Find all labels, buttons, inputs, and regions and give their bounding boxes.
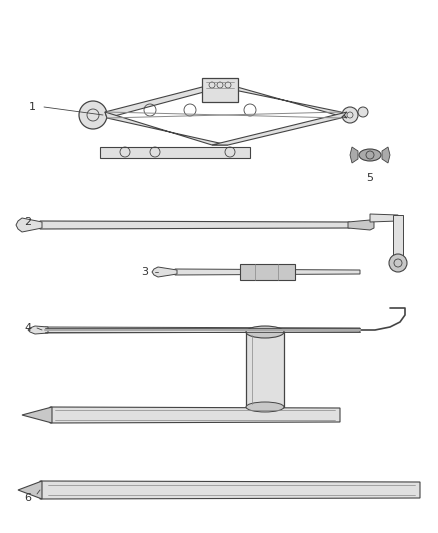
Ellipse shape	[359, 149, 381, 161]
Circle shape	[79, 101, 107, 129]
Polygon shape	[240, 264, 295, 280]
Polygon shape	[16, 218, 42, 232]
Polygon shape	[175, 269, 360, 275]
Polygon shape	[28, 326, 48, 334]
Polygon shape	[105, 85, 230, 118]
Polygon shape	[105, 112, 228, 145]
Polygon shape	[45, 327, 360, 333]
Circle shape	[342, 107, 358, 123]
Text: 4: 4	[25, 323, 32, 333]
Polygon shape	[382, 147, 390, 163]
Polygon shape	[202, 78, 238, 102]
Polygon shape	[100, 147, 250, 158]
Text: 5: 5	[367, 173, 374, 183]
Polygon shape	[40, 481, 420, 499]
Ellipse shape	[246, 326, 284, 338]
Polygon shape	[50, 407, 340, 423]
Text: 2: 2	[25, 217, 32, 227]
Circle shape	[389, 254, 407, 272]
Text: 6: 6	[25, 493, 32, 503]
Polygon shape	[22, 407, 52, 423]
Polygon shape	[212, 112, 347, 145]
Polygon shape	[246, 332, 284, 407]
Polygon shape	[18, 481, 42, 499]
Text: 3: 3	[141, 267, 148, 277]
Polygon shape	[40, 221, 350, 229]
Circle shape	[358, 107, 368, 117]
Text: 1: 1	[28, 102, 35, 112]
Polygon shape	[370, 214, 398, 222]
Polygon shape	[393, 215, 403, 258]
Polygon shape	[348, 220, 374, 230]
Ellipse shape	[246, 402, 284, 412]
Polygon shape	[350, 147, 358, 163]
Polygon shape	[152, 267, 177, 277]
Polygon shape	[210, 85, 347, 118]
